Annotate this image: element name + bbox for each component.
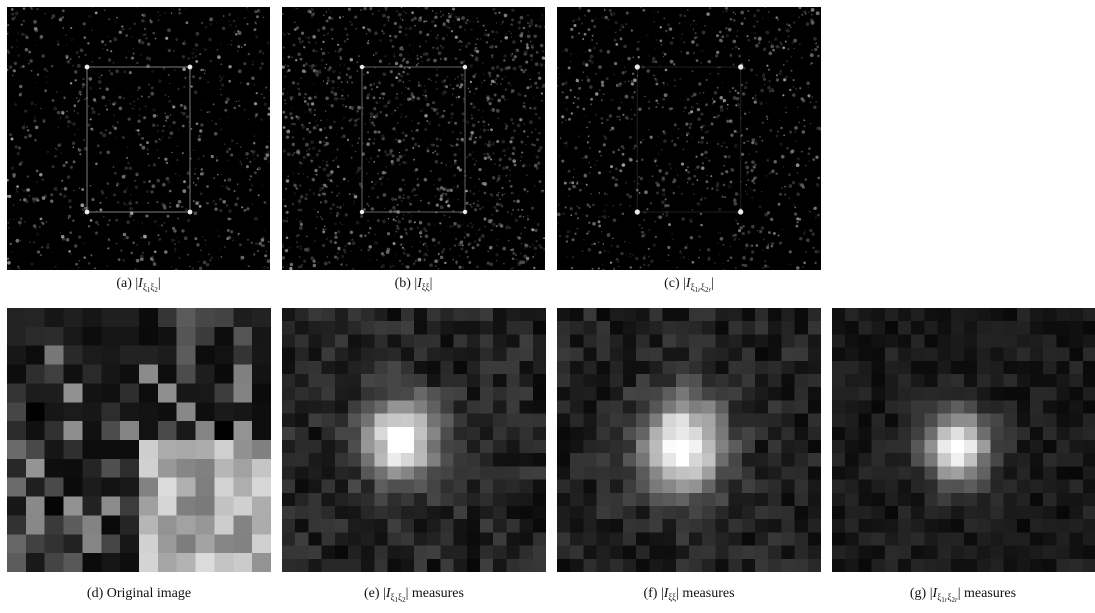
speckle-texture [282, 7, 545, 270]
corner-highlight [462, 64, 468, 70]
caption-d: (d) Original image [86, 586, 192, 601]
corner-highlight [359, 64, 365, 70]
caption-b: (b) |Iξξ| [394, 276, 433, 292]
corner-highlight [359, 209, 365, 215]
panel-a-image [7, 7, 270, 270]
speckle-texture [7, 7, 270, 270]
caption-f: (f) |Iξξ| measures [643, 586, 735, 602]
edge-outline [636, 66, 742, 213]
edge-outline [86, 66, 191, 213]
corner-highlight [738, 64, 744, 70]
caption-e: (e) |Iξ1ξ2| measures [364, 586, 464, 604]
panel-e-image [282, 308, 546, 572]
panel-b-image [282, 7, 545, 270]
speckle-texture [557, 7, 821, 270]
edge-outline [361, 66, 466, 213]
corner-highlight [462, 209, 468, 215]
corner-highlight [738, 209, 744, 215]
panel-g-image [832, 308, 1095, 572]
caption-a: (a) |Iξ1ξ2| [116, 276, 161, 294]
panel-f-image [557, 308, 821, 572]
corner-highlight [634, 64, 640, 70]
corner-highlight [634, 209, 640, 215]
caption-c: (c) |Iξ1rξ2r| [664, 276, 714, 294]
caption-g: (g) |Iξ1rξ2r| measures [909, 586, 1017, 604]
panel-c-image [557, 7, 821, 270]
corner-highlight [187, 64, 193, 70]
corner-highlight [84, 64, 90, 70]
corner-highlight [187, 209, 193, 215]
corner-highlight [84, 209, 90, 215]
panel-d-original-image [7, 308, 271, 572]
